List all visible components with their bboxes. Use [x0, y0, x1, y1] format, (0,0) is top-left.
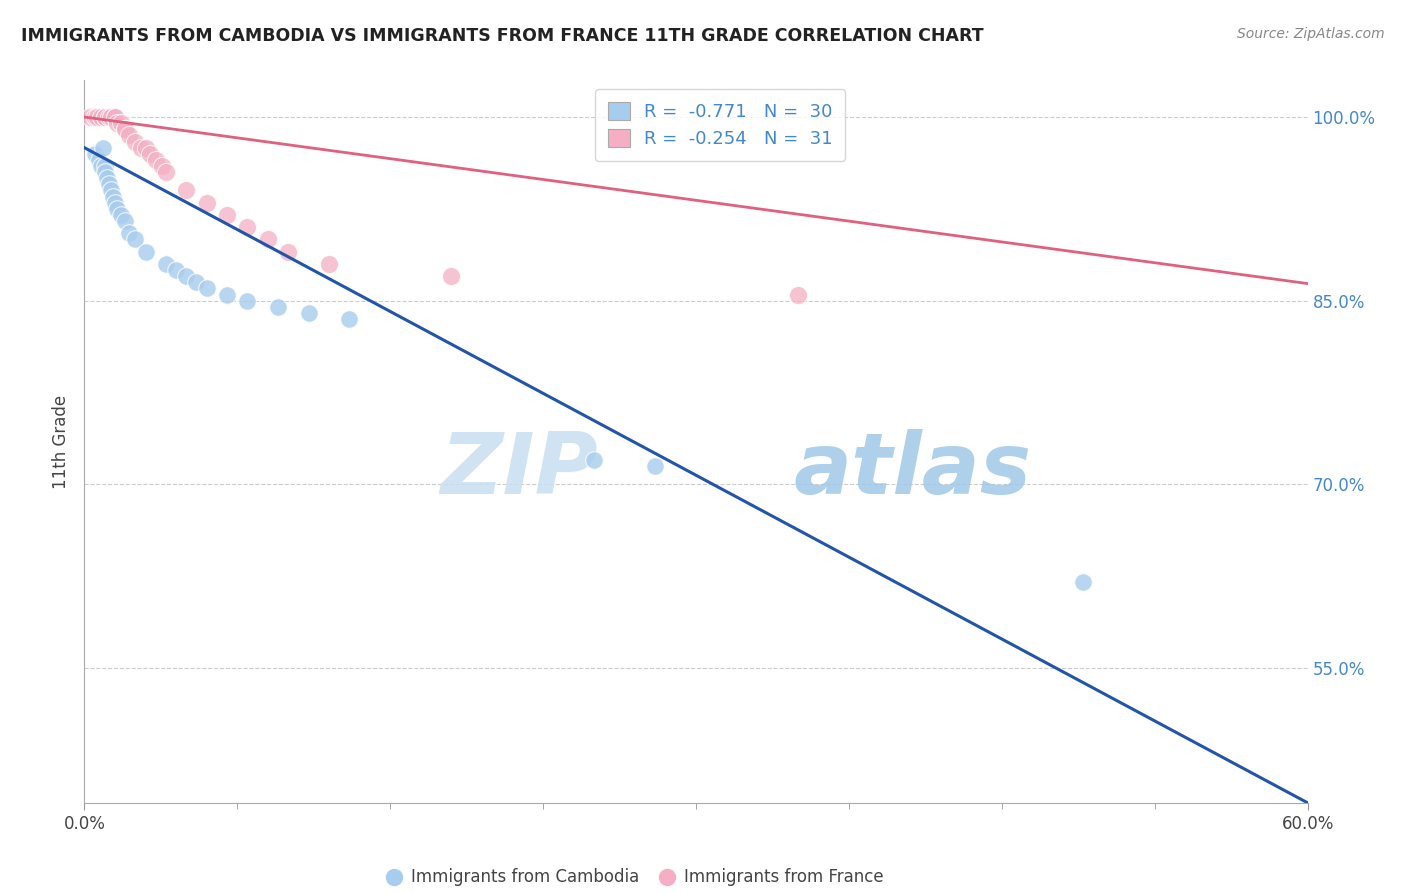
Point [105, 116, 128, 130]
Point [100, 184, 122, 198]
Point [1073, 575, 1095, 590]
Point [236, 220, 259, 235]
Point [155, 257, 177, 271]
Point [217, 287, 239, 301]
Text: IMMIGRANTS FROM CAMBODIA VS IMMIGRANTS FROM FRANCE 11TH GRADE CORRELATION CHART: IMMIGRANTS FROM CAMBODIA VS IMMIGRANTS F… [21, 27, 984, 45]
Point [277, 244, 299, 259]
Point [93, 110, 115, 124]
Point [124, 135, 146, 149]
Point [83, 146, 105, 161]
Point [165, 263, 187, 277]
Point [90, 110, 112, 124]
Point [135, 244, 157, 259]
Point [195, 195, 218, 210]
Point [174, 184, 197, 198]
Point [91, 141, 114, 155]
Point [440, 269, 463, 284]
Point [114, 122, 136, 136]
Point [298, 306, 321, 320]
Point [87, 153, 110, 167]
Point [104, 110, 127, 124]
Point [118, 227, 141, 241]
Point [83, 110, 105, 124]
Point [174, 269, 197, 284]
Point [195, 281, 218, 295]
Legend: Immigrants from Cambodia, Immigrants from France: Immigrants from Cambodia, Immigrants fro… [380, 862, 890, 892]
Point [318, 257, 340, 271]
Point [104, 195, 127, 210]
Point [145, 153, 167, 167]
Point [787, 287, 810, 301]
Point [583, 453, 606, 467]
Point [124, 232, 146, 246]
Point [644, 458, 666, 473]
Point [86, 110, 108, 124]
Point [131, 141, 153, 155]
Point [135, 141, 157, 155]
Text: Source: ZipAtlas.com: Source: ZipAtlas.com [1237, 27, 1385, 41]
Point [100, 110, 122, 124]
Point [155, 165, 177, 179]
Point [96, 171, 118, 186]
Point [97, 178, 120, 192]
Point [79, 110, 101, 124]
Point [118, 128, 141, 143]
Point [339, 312, 361, 326]
Point [93, 165, 115, 179]
Text: atlas: atlas [794, 429, 1032, 512]
Point [105, 202, 128, 216]
Point [150, 159, 173, 173]
Point [236, 293, 259, 308]
Point [101, 189, 124, 203]
Point [90, 159, 112, 173]
Point [267, 300, 290, 314]
Point [110, 208, 132, 222]
Point [138, 146, 160, 161]
Point [114, 122, 136, 136]
Point [110, 116, 132, 130]
Point [257, 232, 280, 246]
Point [93, 110, 115, 124]
Point [104, 110, 127, 124]
Y-axis label: 11th Grade: 11th Grade [52, 394, 70, 489]
Point [93, 159, 115, 173]
Text: ZIP: ZIP [440, 429, 598, 512]
Point [217, 208, 239, 222]
Point [186, 276, 208, 290]
Point [97, 110, 120, 124]
Point [114, 214, 136, 228]
